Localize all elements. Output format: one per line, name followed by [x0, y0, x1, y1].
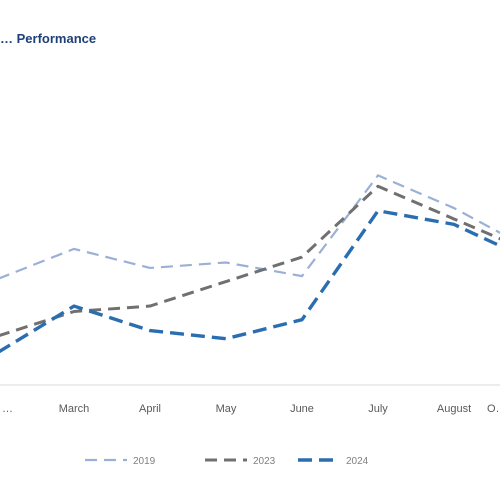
x-tick-label: March [59, 403, 90, 415]
series-line-2023 [0, 184, 500, 337]
legend-label-2024: 2024 [346, 456, 369, 467]
x-tick-labels: …MarchAprilMayJuneJulyAugustSeptemberO… [2, 403, 500, 415]
x-tick-label: April [139, 403, 161, 415]
x-tick-label: July [368, 403, 388, 415]
chart-title: … Performance [0, 31, 97, 46]
legend-label-2023: 2023 [253, 456, 276, 467]
x-tick-label: … [2, 403, 13, 415]
series-line-2024 [0, 209, 500, 354]
series-line-2019 [0, 174, 500, 280]
x-tick-label: June [290, 403, 314, 415]
x-tick-label: August [437, 403, 471, 415]
legend-label-2019: 2019 [133, 456, 156, 467]
legend: 2019 2023 2024 [85, 456, 369, 467]
x-tick-label: O… [487, 403, 500, 415]
series-layer [0, 174, 500, 354]
x-tick-label: May [216, 403, 237, 415]
